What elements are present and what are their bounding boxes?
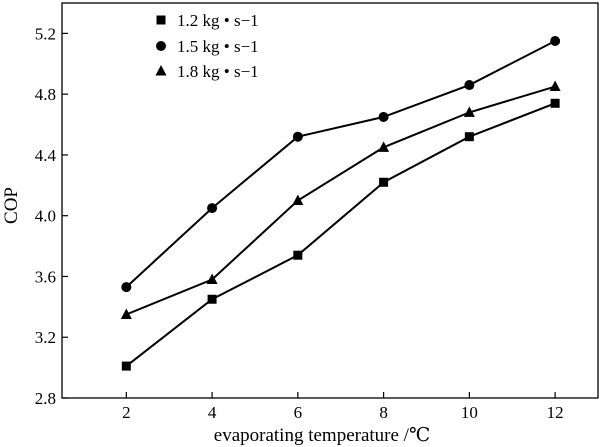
y-axis-ticks: 2.8 3.2 3.6 4.0 4.4 4.8 5.2 bbox=[35, 24, 68, 408]
data-point-triangle bbox=[378, 141, 390, 152]
data-point-circle bbox=[207, 203, 218, 214]
plot-border bbox=[61, 2, 599, 399]
x-tick-label: 8 bbox=[379, 403, 388, 422]
legend-label: 1.8 kg • s−1 bbox=[177, 62, 259, 81]
x-tick-label: 6 bbox=[294, 403, 303, 422]
legend-item: 1.2 kg • s−1 bbox=[156, 11, 259, 30]
data-point-square bbox=[464, 132, 474, 142]
data-point-triangle bbox=[292, 194, 304, 205]
data-point-triangle bbox=[206, 273, 218, 284]
plot-frame bbox=[61, 2, 599, 399]
data-point-circle bbox=[121, 282, 132, 293]
y-tick-label: 2.8 bbox=[35, 389, 56, 408]
data-point-circle bbox=[292, 131, 303, 142]
data-point-triangle bbox=[120, 308, 132, 319]
data-point-circle bbox=[550, 35, 561, 46]
data-point-square bbox=[293, 250, 303, 260]
legend-marker-square bbox=[156, 15, 166, 25]
x-tick-label: 2 bbox=[122, 403, 131, 422]
y-tick-label: 4.4 bbox=[35, 146, 57, 165]
y-tick-label: 3.6 bbox=[35, 267, 56, 286]
series-layer bbox=[120, 35, 561, 371]
x-tick-label: 10 bbox=[461, 403, 478, 422]
legend-label: 1.5 kg • s−1 bbox=[177, 37, 259, 56]
series-square bbox=[121, 98, 560, 371]
y-axis-title: COP bbox=[1, 187, 22, 224]
legend-item: 1.5 kg • s−1 bbox=[156, 37, 259, 56]
legend-marker-triangle bbox=[155, 65, 167, 76]
series-line bbox=[125, 102, 556, 367]
legend-item: 1.8 kg • s−1 bbox=[155, 62, 259, 81]
series-line bbox=[125, 85, 556, 316]
x-tick-label: 4 bbox=[208, 403, 217, 422]
data-point-triangle bbox=[549, 80, 561, 92]
y-tick-label: 5.2 bbox=[35, 24, 56, 43]
y-tick-label: 4.8 bbox=[35, 85, 56, 104]
x-axis-ticks: 2 4 6 8 10 12 bbox=[122, 392, 564, 422]
series-triangle bbox=[120, 80, 561, 319]
series-circle bbox=[121, 35, 561, 293]
data-point-circle bbox=[378, 111, 389, 122]
data-point-circle bbox=[464, 80, 475, 91]
legend-label: 1.2 kg • s−1 bbox=[177, 11, 259, 30]
series-line bbox=[125, 40, 556, 288]
x-tick-label: 12 bbox=[547, 403, 564, 422]
y-tick-label: 4.0 bbox=[35, 207, 56, 226]
legend: 1.2 kg • s−1 1.5 kg • s−1 1.8 kg • s−1 bbox=[155, 11, 259, 81]
data-point-square bbox=[121, 361, 131, 371]
x-axis-title: evaporating temperature /℃ bbox=[214, 425, 430, 446]
data-point-square bbox=[207, 294, 217, 304]
data-point-square bbox=[550, 98, 560, 108]
y-tick-label: 3.2 bbox=[35, 328, 56, 347]
legend-marker-circle bbox=[156, 41, 166, 51]
data-point-square bbox=[379, 177, 389, 187]
data-point-triangle bbox=[463, 106, 475, 117]
